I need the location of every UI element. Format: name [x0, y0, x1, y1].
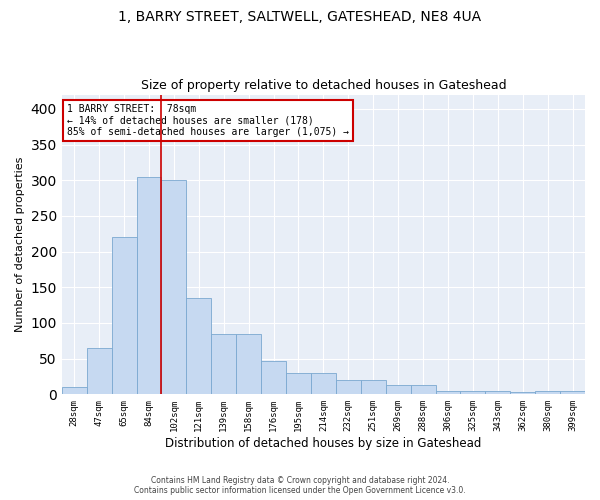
- Bar: [336, 380, 361, 394]
- Bar: [361, 380, 386, 394]
- Bar: [460, 391, 485, 394]
- Bar: [161, 180, 187, 394]
- Bar: [137, 176, 161, 394]
- Y-axis label: Number of detached properties: Number of detached properties: [15, 157, 25, 332]
- Bar: [386, 385, 410, 394]
- Bar: [485, 392, 510, 394]
- Bar: [112, 238, 137, 394]
- Bar: [510, 392, 535, 394]
- Bar: [87, 348, 112, 395]
- Bar: [286, 373, 311, 394]
- Bar: [311, 373, 336, 394]
- X-axis label: Distribution of detached houses by size in Gateshead: Distribution of detached houses by size …: [165, 437, 482, 450]
- Bar: [410, 385, 436, 394]
- Bar: [62, 387, 87, 394]
- Text: Contains HM Land Registry data © Crown copyright and database right 2024.
Contai: Contains HM Land Registry data © Crown c…: [134, 476, 466, 495]
- Bar: [560, 391, 585, 394]
- Bar: [187, 298, 211, 394]
- Bar: [236, 334, 261, 394]
- Text: 1 BARRY STREET:  78sqm
← 14% of detached houses are smaller (178)
85% of semi-de: 1 BARRY STREET: 78sqm ← 14% of detached …: [67, 104, 349, 136]
- Bar: [261, 361, 286, 394]
- Title: Size of property relative to detached houses in Gateshead: Size of property relative to detached ho…: [140, 79, 506, 92]
- Bar: [535, 392, 560, 394]
- Text: 1, BARRY STREET, SALTWELL, GATESHEAD, NE8 4UA: 1, BARRY STREET, SALTWELL, GATESHEAD, NE…: [118, 10, 482, 24]
- Bar: [211, 334, 236, 394]
- Bar: [436, 391, 460, 394]
